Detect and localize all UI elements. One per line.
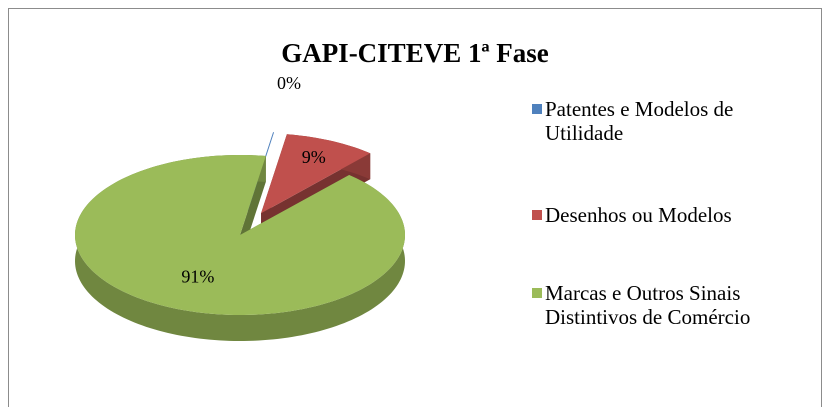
- legend-swatch: [532, 288, 542, 298]
- legend-swatch: [532, 104, 542, 114]
- legend-item: Patentes e Modelos de Utilidade: [532, 97, 812, 145]
- legend-item: Marcas e Outros Sinais Distintivos de Co…: [532, 281, 812, 329]
- data-label: 91%: [181, 267, 214, 287]
- slice-top: [261, 134, 371, 214]
- data-label: 9%: [302, 147, 326, 167]
- legend-label: Marcas e Outros Sinais Distintivos de Co…: [545, 281, 751, 329]
- pie-slice: [75, 155, 405, 341]
- legend-swatch: [532, 210, 542, 220]
- legend-item: Desenhos ou Modelos: [532, 203, 812, 227]
- legend-label: Patentes e Modelos de Utilidade: [545, 97, 734, 145]
- legend-label: Desenhos ou Modelos: [545, 203, 732, 227]
- chart-title: GAPI-CITEVE 1ª Fase: [281, 38, 549, 68]
- chart-border: [8, 8, 822, 407]
- data-label: 0%: [277, 73, 301, 93]
- slice-top: [75, 155, 405, 315]
